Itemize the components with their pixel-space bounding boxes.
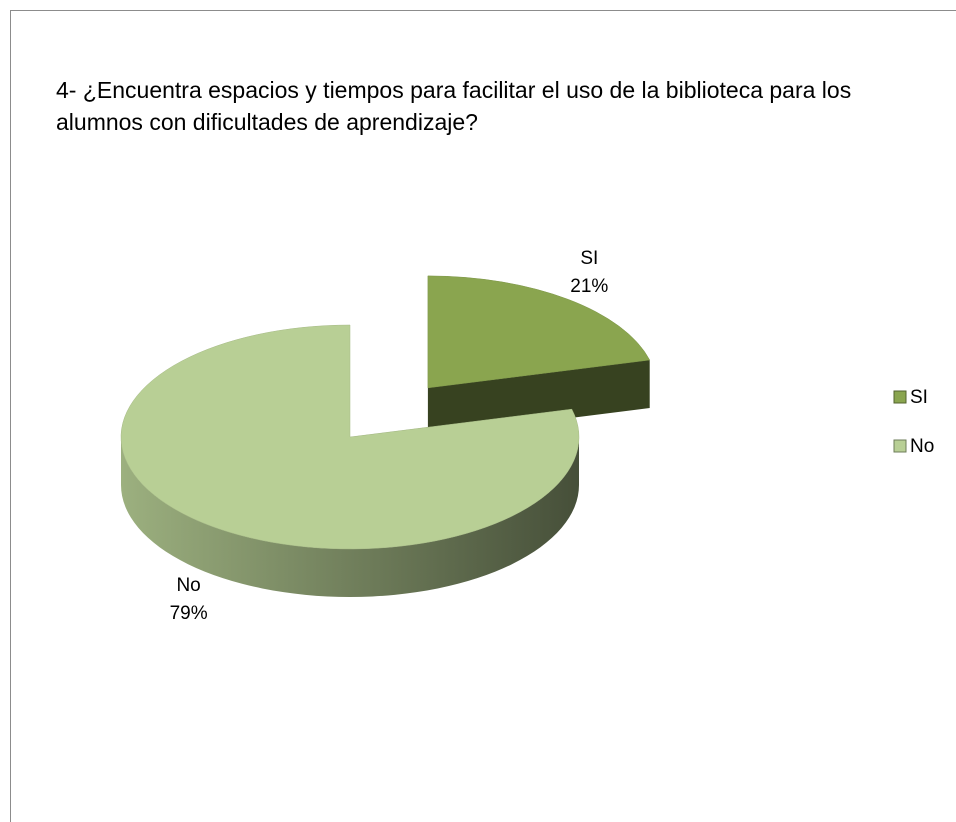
data-label-category: No xyxy=(176,575,200,596)
slice-wall xyxy=(427,360,650,436)
frame xyxy=(10,10,956,822)
legend-label: SI xyxy=(910,387,928,408)
legend-swatch xyxy=(893,439,907,453)
slice-side xyxy=(121,437,579,597)
chart-title: 4- ¿Encuentra espacios y tiempos para fa… xyxy=(56,77,852,135)
legend-label: No xyxy=(910,436,934,457)
slice xyxy=(427,275,651,389)
data-label-category: SI xyxy=(580,248,598,269)
data-label: 79% xyxy=(170,603,208,624)
legend-swatch xyxy=(893,390,907,404)
slice xyxy=(120,324,580,550)
data-label: 21% xyxy=(570,276,608,297)
